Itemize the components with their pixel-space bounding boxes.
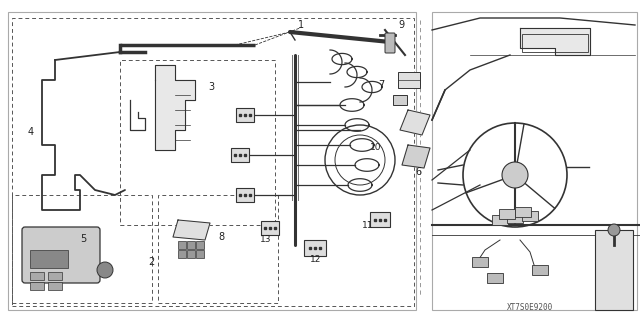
Text: 3: 3 (208, 82, 214, 92)
Text: 4: 4 (28, 127, 34, 137)
Circle shape (97, 262, 113, 278)
Bar (432, 12, 637, 310)
Text: 2: 2 (148, 257, 154, 267)
Bar (48, 282, 62, 290)
Bar (187, 241, 195, 249)
Bar (522, 211, 538, 221)
Bar (499, 209, 515, 219)
Circle shape (502, 162, 528, 188)
Text: 7: 7 (378, 80, 384, 90)
Bar (515, 207, 531, 217)
Bar (187, 250, 195, 258)
Polygon shape (520, 28, 590, 55)
Bar (196, 241, 204, 249)
Text: 9: 9 (398, 20, 404, 30)
Text: XT7S0E9200: XT7S0E9200 (507, 302, 553, 311)
Bar (492, 215, 508, 225)
Bar (231, 148, 249, 162)
Text: 8: 8 (218, 232, 224, 242)
Text: 12: 12 (310, 255, 321, 264)
Bar (120, 60, 275, 225)
Bar (522, 34, 588, 52)
Text: 13: 13 (260, 235, 271, 244)
Bar (261, 221, 279, 235)
Polygon shape (155, 65, 195, 150)
Bar (236, 188, 254, 202)
Polygon shape (173, 220, 210, 240)
Circle shape (608, 224, 620, 236)
Polygon shape (402, 145, 430, 168)
Bar (178, 241, 186, 249)
Bar (30, 272, 44, 280)
Bar (196, 250, 204, 258)
Text: 6: 6 (415, 167, 421, 177)
Bar (398, 72, 420, 88)
Polygon shape (400, 110, 430, 135)
Bar (304, 240, 326, 256)
Bar (8, 12, 416, 310)
Text: 5: 5 (80, 234, 86, 244)
Bar (472, 257, 488, 267)
Bar (12, 195, 152, 303)
FancyBboxPatch shape (22, 227, 100, 283)
Bar (30, 282, 44, 290)
Text: 10: 10 (370, 143, 381, 152)
Bar (178, 250, 186, 258)
Bar (532, 265, 548, 275)
Bar (595, 230, 633, 310)
FancyBboxPatch shape (385, 33, 395, 53)
Text: 1: 1 (298, 20, 304, 30)
Bar (370, 212, 390, 227)
Bar (158, 195, 278, 303)
Bar (48, 272, 62, 280)
Bar (393, 95, 407, 105)
Bar (487, 273, 503, 283)
Bar (12, 18, 414, 306)
Bar (236, 108, 254, 122)
Bar (30, 250, 68, 268)
Bar (507, 213, 523, 223)
Text: 11: 11 (362, 221, 374, 230)
